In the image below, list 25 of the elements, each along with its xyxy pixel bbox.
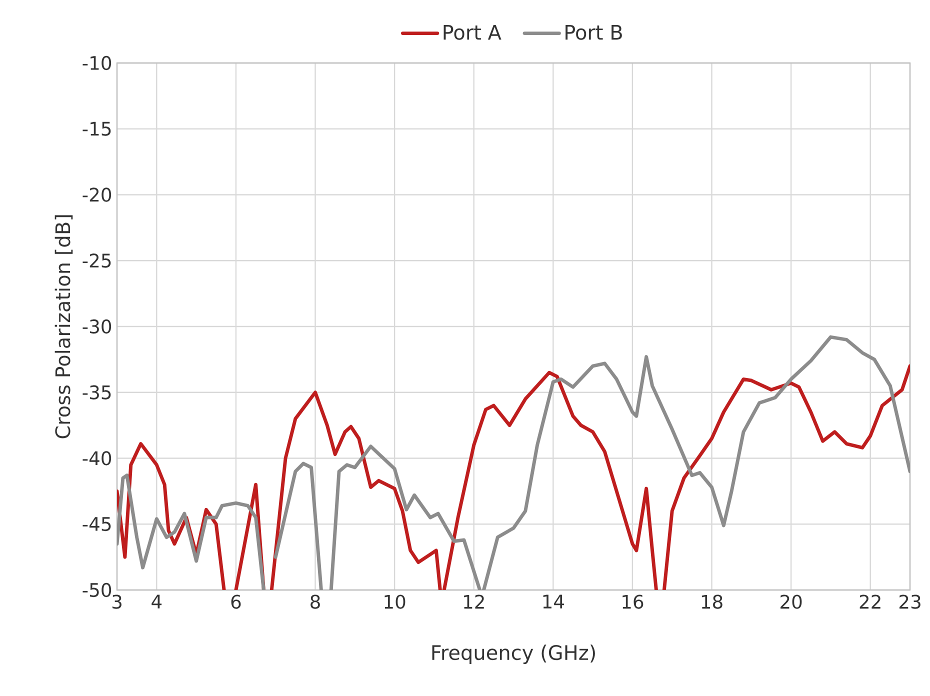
y-tick-label: -50 bbox=[82, 582, 112, 598]
x-tick-label: 8 bbox=[310, 594, 320, 609]
x-tick-label: 22 bbox=[860, 594, 880, 609]
y-tick-label: -35 bbox=[82, 385, 111, 400]
legend-label: Port A bbox=[444, 25, 502, 40]
x-tick-label: 14 bbox=[543, 594, 564, 608]
x-tick-label: 23 bbox=[899, 594, 920, 609]
y-tick-label: -25 bbox=[82, 254, 111, 268]
y-axis-title: Cross Polarization [dB] bbox=[54, 215, 73, 438]
x-tick-label: 12 bbox=[464, 594, 484, 609]
y-tick-label: -45 bbox=[82, 517, 111, 532]
x-tick-label: 3 bbox=[112, 594, 122, 609]
x-tick-label: 4 bbox=[152, 594, 162, 608]
x-tick-label: 16 bbox=[622, 594, 644, 609]
x-tick-label: 6 bbox=[231, 594, 241, 609]
y-tick-label: -15 bbox=[82, 122, 111, 136]
y-tick-label: -10 bbox=[82, 56, 112, 70]
y-tick-label: -20 bbox=[82, 188, 112, 202]
x-tick-label: 20 bbox=[780, 594, 802, 609]
y-tick-label: -40 bbox=[82, 451, 112, 466]
x-axis-title: Frequency (GHz) bbox=[432, 644, 595, 664]
legend-label: Port B bbox=[566, 25, 622, 40]
x-tick-label: 10 bbox=[384, 594, 406, 609]
x-tick-label: 18 bbox=[702, 594, 722, 609]
y-tick-label: -30 bbox=[82, 319, 112, 334]
